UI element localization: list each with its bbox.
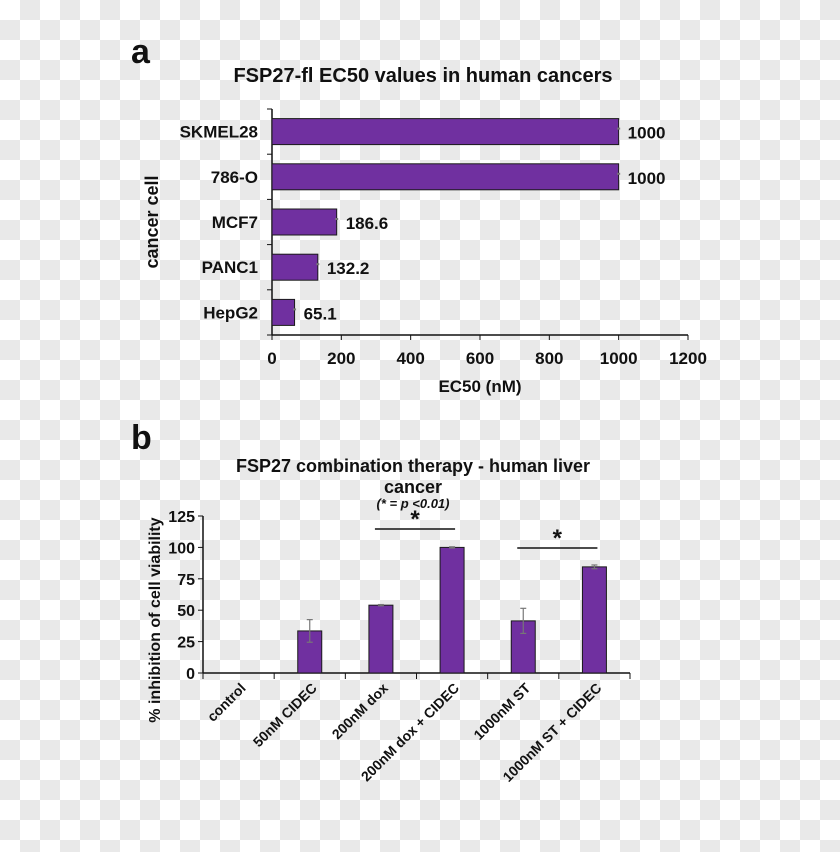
- category-label: 1000nM ST: [470, 679, 533, 742]
- category-label: 50nM CIDEC: [250, 680, 320, 750]
- chart-a-xlabel: EC50 (nM): [438, 377, 521, 396]
- data-label: 1000: [628, 169, 666, 188]
- chart-b-title: FSP27 combination therapy - human liver: [236, 456, 590, 476]
- bar: [271, 118, 620, 146]
- significance-marker: *: [410, 506, 420, 533]
- category-label: control: [204, 680, 249, 725]
- chart-b-ylabel: % inhibition of cell viability: [147, 517, 164, 722]
- bar: [271, 298, 296, 326]
- panel-label-a: a: [131, 33, 151, 71]
- x-tick-label: 1000: [600, 349, 638, 368]
- panel-label-b: b: [131, 419, 152, 457]
- x-tick-label: 800: [535, 349, 563, 368]
- y-tick-label: 50: [177, 603, 195, 620]
- bar: [368, 604, 394, 674]
- x-tick-label: 400: [396, 349, 424, 368]
- y-tick-label: 0: [186, 666, 195, 683]
- y-tick-label: 75: [177, 572, 195, 589]
- data-label: 132.2: [327, 259, 370, 278]
- bar: [581, 566, 607, 674]
- y-tick-label: 125: [168, 509, 195, 526]
- category-label: MCF7: [212, 213, 258, 232]
- chart-b-subtitle: (* = p <0.01): [377, 496, 450, 511]
- significance-marker: *: [553, 525, 563, 552]
- x-tick-label: 600: [466, 349, 494, 368]
- x-tick-label: 1200: [669, 349, 707, 368]
- data-label: 1000: [628, 124, 666, 143]
- chart-a-title: FSP27-fl EC50 values in human cancers: [233, 65, 612, 87]
- y-tick-label: 100: [168, 540, 195, 557]
- bar: [271, 163, 620, 191]
- category-label: HepG2: [203, 303, 258, 322]
- bar: [439, 546, 465, 674]
- category-label: PANC1: [202, 258, 258, 277]
- data-label: 186.6: [346, 214, 389, 233]
- x-tick-label: 200: [327, 349, 355, 368]
- bar: [271, 208, 338, 236]
- x-tick-label: 0: [267, 349, 276, 368]
- bar: [271, 253, 319, 281]
- data-label: 65.1: [304, 304, 337, 323]
- category-label: SKMEL28: [180, 123, 258, 142]
- y-tick-label: 25: [177, 635, 195, 652]
- category-label: 200nM dox: [329, 680, 392, 743]
- chart-b-title-line2: cancer: [384, 477, 442, 497]
- chart-a-ylabel: cancer cell: [142, 175, 162, 268]
- category-label: 786-O: [211, 168, 258, 187]
